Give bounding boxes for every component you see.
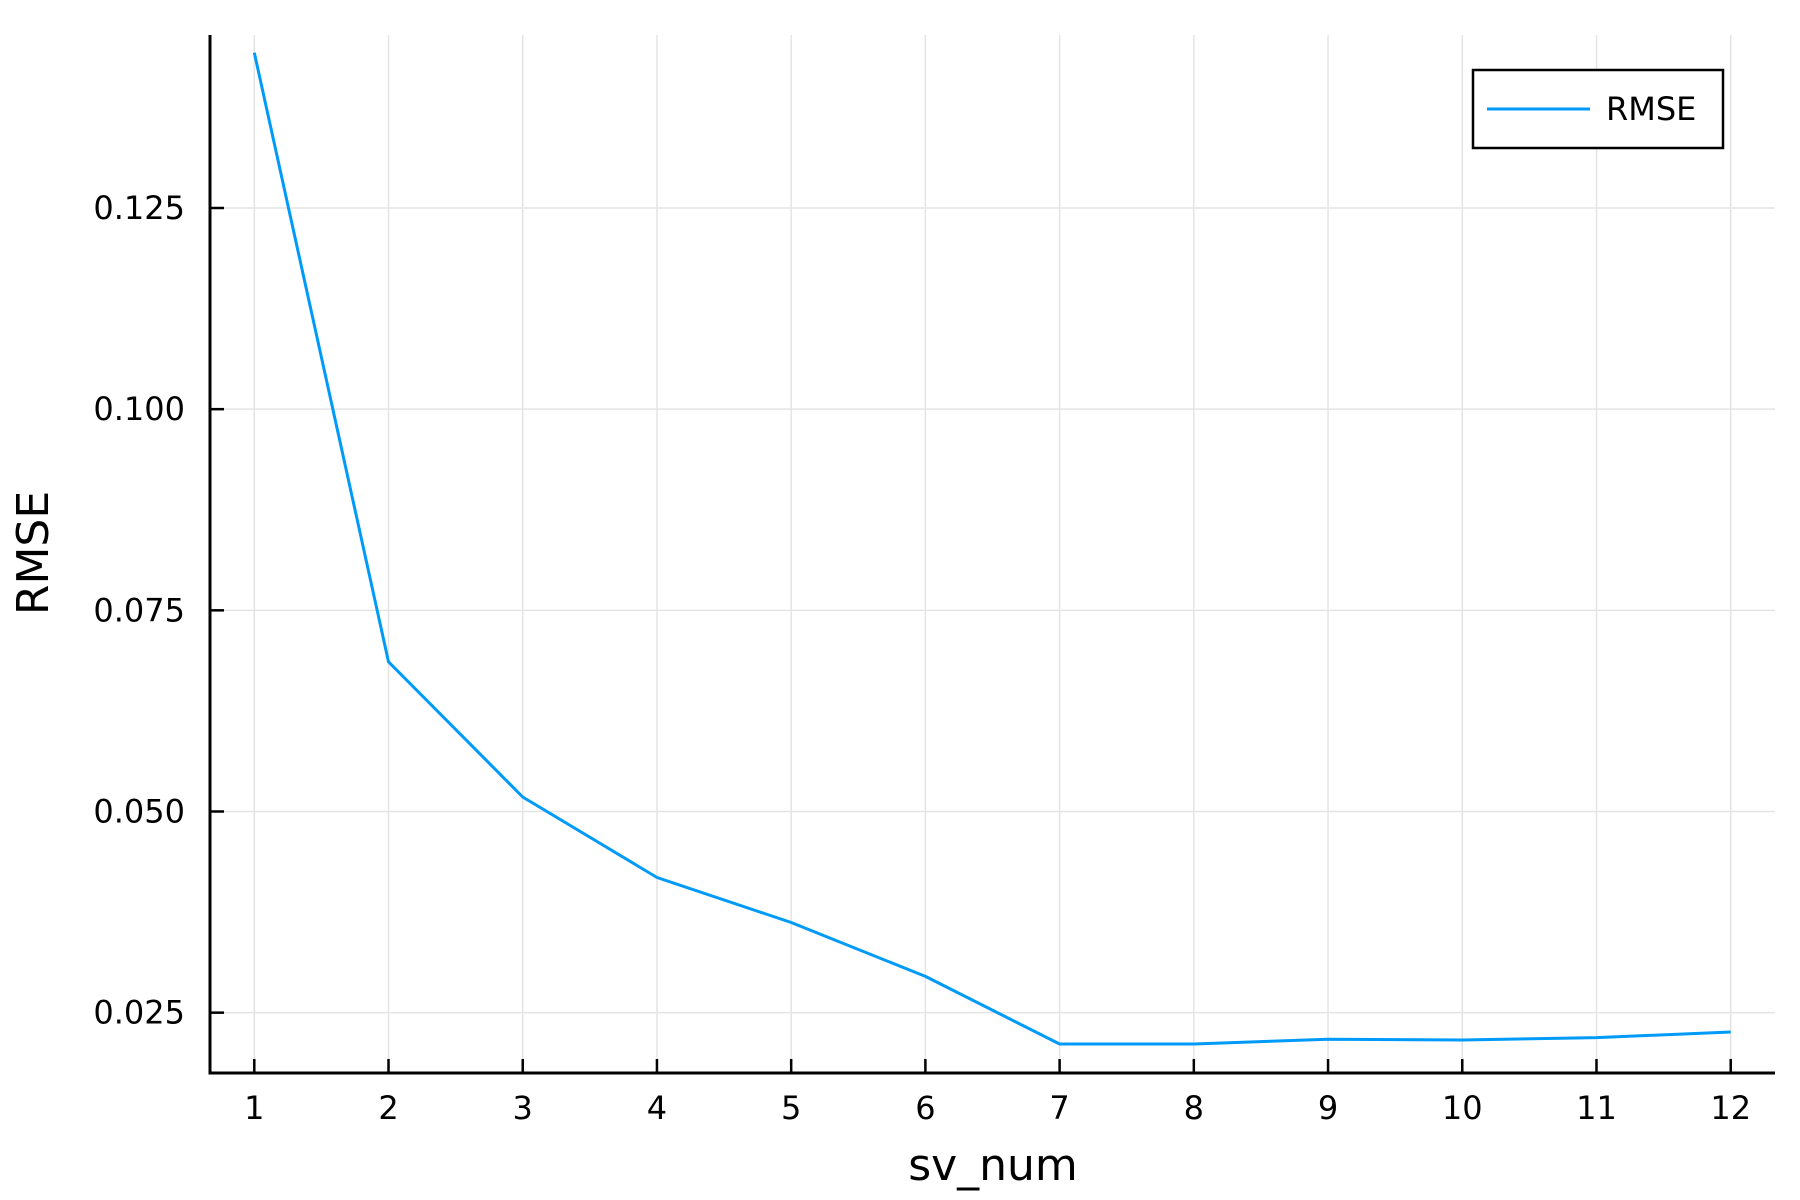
x-tick-label-10: 10 bbox=[1442, 1089, 1483, 1127]
y-tick-label-0.050: 0.050 bbox=[93, 792, 185, 830]
x-tick-label-2: 2 bbox=[378, 1089, 398, 1127]
y-tick-label-0.075: 0.075 bbox=[93, 591, 185, 629]
series-line-rmse bbox=[252, 52, 1731, 1046]
y-axis-title: RMSE bbox=[8, 491, 59, 615]
y-tick-label-0.100: 0.100 bbox=[93, 390, 185, 428]
x-tick-label-8: 8 bbox=[1184, 1089, 1204, 1127]
x-tick-label-3: 3 bbox=[513, 1089, 533, 1127]
x-tick-label-5: 5 bbox=[781, 1089, 801, 1127]
x-axis-title: sv_num bbox=[908, 1140, 1078, 1191]
grid bbox=[210, 35, 1775, 1073]
x-tick-label-7: 7 bbox=[1049, 1089, 1069, 1127]
legend-label: RMSE bbox=[1606, 90, 1696, 128]
legend: RMSE bbox=[1471, 68, 1725, 150]
y-tick-label-0.025: 0.025 bbox=[93, 994, 185, 1032]
x-tick-label-6: 6 bbox=[915, 1089, 935, 1127]
series-area bbox=[252, 52, 1731, 1046]
x-tick-label-11: 11 bbox=[1576, 1089, 1617, 1127]
x-tick-label-4: 4 bbox=[647, 1089, 667, 1127]
x-tick-label-12: 12 bbox=[1710, 1089, 1751, 1127]
x-tick-label-9: 9 bbox=[1318, 1089, 1338, 1127]
y-tick-label-0.125: 0.125 bbox=[93, 189, 185, 227]
x-tick-label-1: 1 bbox=[244, 1089, 264, 1127]
